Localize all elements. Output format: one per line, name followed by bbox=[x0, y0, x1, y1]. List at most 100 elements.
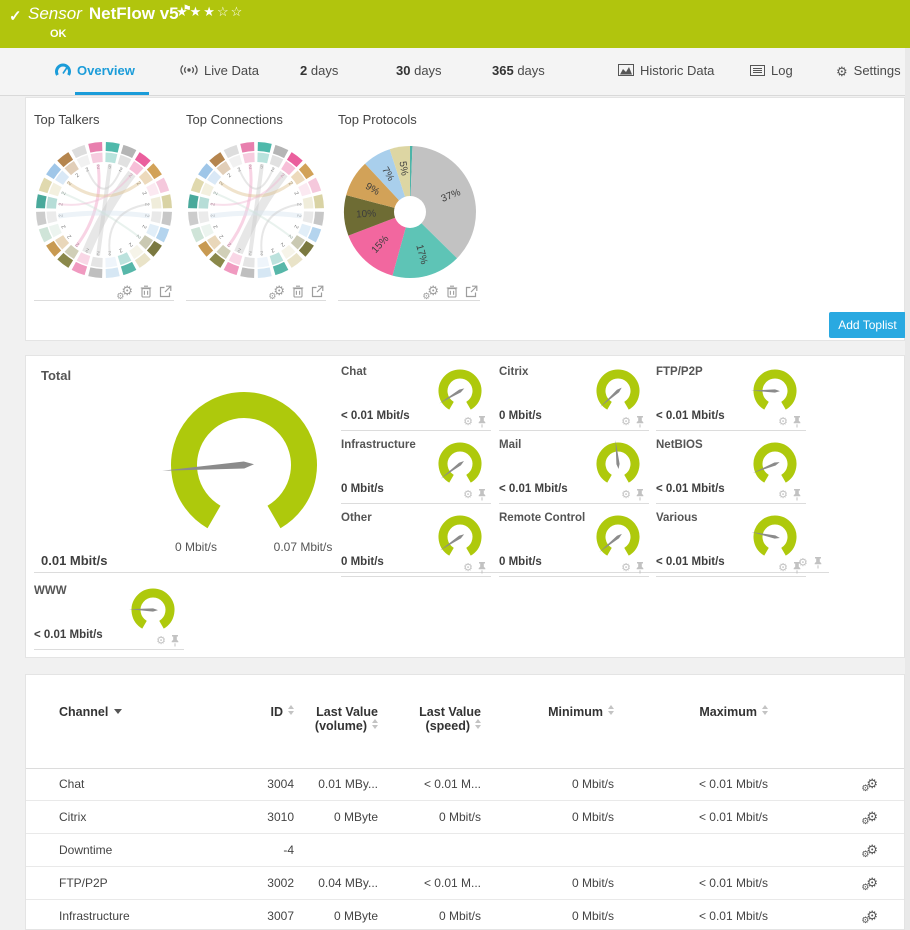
gauge-cell-other[interactable]: Other 0 Mbit/s ⚙ bbox=[341, 512, 491, 577]
column-header-last-value-volume[interactable]: Last Value (volume) bbox=[314, 705, 378, 733]
total-gauge[interactable] bbox=[149, 379, 339, 547]
channel-gauge[interactable] bbox=[746, 366, 804, 418]
toplist-settings-icon[interactable]: ⚙ ⚙ bbox=[268, 283, 285, 301]
svg-text:2: 2 bbox=[118, 167, 123, 174]
tab-overview[interactable]: Overview bbox=[55, 48, 135, 94]
toplist-settings-icon[interactable]: ⚙ ⚙ bbox=[116, 283, 133, 301]
gauge-cell-mail[interactable]: Mail < 0.01 Mbit/s ⚙ bbox=[499, 439, 649, 504]
table-row: Citrix 3010 0 MByte 0 Mbit/s 0 Mbit/s < … bbox=[26, 801, 904, 834]
external-link-icon[interactable] bbox=[311, 285, 324, 298]
toplist-top-protocols[interactable]: Top Protocols 37% 17% 15% 10% 9% 7% 5% ⚙ ⚙ bbox=[338, 112, 480, 304]
pin-icon[interactable] bbox=[635, 489, 645, 501]
cell-channel: Chat bbox=[59, 777, 85, 791]
pin-icon[interactable] bbox=[813, 557, 823, 569]
pin-icon[interactable] bbox=[477, 562, 487, 574]
channel-gauge[interactable] bbox=[589, 439, 647, 491]
pin-icon[interactable] bbox=[792, 489, 802, 501]
pin-icon[interactable] bbox=[635, 416, 645, 428]
gauge-settings-icon[interactable]: ⚙ bbox=[621, 561, 631, 574]
top-protocols-donut-chart[interactable]: 37% 17% 15% 10% 9% 7% 5% bbox=[338, 138, 484, 288]
column-header-maximum[interactable]: Maximum bbox=[614, 705, 768, 719]
gauge-settings-icon[interactable]: ⚙ bbox=[621, 488, 631, 501]
svg-text:2: 2 bbox=[237, 167, 242, 174]
trash-icon[interactable] bbox=[292, 285, 304, 298]
tab-historic-data[interactable]: Historic Data bbox=[618, 48, 714, 94]
column-header-minimum[interactable]: Minimum bbox=[481, 705, 614, 719]
tab-live-data[interactable]: Live Data bbox=[180, 48, 259, 94]
gauge-cell-chat[interactable]: Chat < 0.01 Mbit/s ⚙ bbox=[341, 366, 491, 431]
pin-icon[interactable] bbox=[635, 562, 645, 574]
channel-gauge[interactable] bbox=[589, 512, 647, 564]
trash-icon[interactable] bbox=[140, 285, 152, 298]
add-toplist-button[interactable]: Add Toplist bbox=[829, 312, 906, 338]
gauge-settings-icon[interactable]: ⚙ bbox=[778, 561, 788, 574]
channel-gauge-label: WWW bbox=[34, 585, 67, 597]
tab-365-days[interactable]: 365 days bbox=[492, 48, 545, 94]
gauge-cell-remote-control[interactable]: Remote Control 0 Mbit/s ⚙ bbox=[499, 512, 649, 577]
svg-text:2: 2 bbox=[279, 173, 285, 180]
channel-settings-icon[interactable]: ⚙ ⚙ bbox=[861, 908, 878, 925]
tab-settings[interactable]: ⚙ Settings bbox=[836, 48, 901, 94]
channel-gauge[interactable] bbox=[124, 585, 182, 637]
gauge-settings-icon[interactable]: ⚙ bbox=[778, 488, 788, 501]
channel-settings-icon[interactable]: ⚙ ⚙ bbox=[861, 809, 878, 826]
sensor-header: ✓ Sensor NetFlow v5 ⚑ ★★★☆☆ OK bbox=[0, 0, 910, 48]
pin-icon[interactable] bbox=[170, 635, 180, 647]
divider bbox=[656, 430, 806, 431]
svg-text:2: 2 bbox=[67, 233, 74, 239]
pin-icon[interactable] bbox=[792, 416, 802, 428]
gauge-settings-icon[interactable]: ⚙ bbox=[778, 415, 788, 428]
gauge-settings-icon[interactable]: ⚙ bbox=[621, 415, 631, 428]
svg-text:2: 2 bbox=[270, 167, 275, 174]
svg-text:2: 2 bbox=[85, 246, 90, 253]
gauge-settings-icon[interactable]: ⚙ bbox=[463, 415, 473, 428]
gauge-cell-infrastructure[interactable]: Infrastructure 0 Mbit/s ⚙ bbox=[341, 439, 491, 504]
pin-icon[interactable] bbox=[477, 416, 487, 428]
column-header-channel[interactable]: Channel bbox=[59, 705, 229, 719]
gauge-scale-min: 0 Mbit/s bbox=[174, 540, 217, 554]
tab-2-days[interactable]: 2 days bbox=[300, 48, 338, 94]
gauge-cell-ftp-p2p[interactable]: FTP/P2P < 0.01 Mbit/s ⚙ bbox=[656, 366, 806, 431]
gauge-settings-icon[interactable]: ⚙ bbox=[463, 488, 473, 501]
table-row: Infrastructure 3007 0 MByte 0 Mbit/s 0 M… bbox=[26, 900, 904, 930]
gauge-cell-various[interactable]: Various < 0.01 Mbit/s ⚙ bbox=[656, 512, 806, 577]
column-header-last-value-speed[interactable]: Last Value (speed) bbox=[419, 705, 481, 733]
channel-settings-icon[interactable]: ⚙ ⚙ bbox=[861, 776, 878, 793]
table-header: Channel ID Last Value (volume) Last Value… bbox=[26, 705, 904, 769]
trash-icon[interactable] bbox=[446, 285, 458, 298]
flag-icon[interactable]: ⚑ bbox=[182, 4, 192, 16]
channel-settings-icon[interactable]: ⚙ ⚙ bbox=[861, 842, 878, 859]
gauge-cell-citrix[interactable]: Citrix 0 Mbit/s ⚙ bbox=[499, 366, 649, 431]
svg-text:10%: 10% bbox=[356, 208, 377, 220]
toplist-settings-icon[interactable]: ⚙ ⚙ bbox=[422, 283, 439, 301]
pin-icon[interactable] bbox=[792, 562, 802, 574]
pin-icon[interactable] bbox=[477, 489, 487, 501]
channel-gauge[interactable] bbox=[746, 439, 804, 491]
channel-gauge[interactable] bbox=[589, 366, 647, 418]
tab-30-days[interactable]: 30 days bbox=[396, 48, 442, 94]
channel-gauge[interactable] bbox=[431, 366, 489, 418]
sort-icon bbox=[608, 705, 614, 715]
gauge-settings-icon[interactable]: ⚙ bbox=[798, 556, 808, 569]
tab-label: Settings bbox=[853, 63, 901, 78]
gauge-settings-icon[interactable]: ⚙ bbox=[463, 561, 473, 574]
scrollbar[interactable] bbox=[905, 48, 910, 930]
gauge-cell-www[interactable]: WWW < 0.01 Mbit/s ⚙ bbox=[34, 585, 184, 650]
channel-gauge[interactable] bbox=[746, 512, 804, 564]
channel-gauge[interactable] bbox=[431, 512, 489, 564]
external-link-icon[interactable] bbox=[159, 285, 172, 298]
channel-gauge[interactable] bbox=[431, 439, 489, 491]
gauge-cell-netbios[interactable]: NetBIOS < 0.01 Mbit/s ⚙ bbox=[656, 439, 806, 504]
channel-gauge-value: < 0.01 Mbit/s bbox=[34, 629, 103, 641]
external-link-icon[interactable] bbox=[465, 285, 478, 298]
gauge-settings-icon[interactable]: ⚙ bbox=[156, 634, 166, 647]
column-header-id[interactable]: ID bbox=[229, 705, 294, 719]
channel-settings-icon[interactable]: ⚙ ⚙ bbox=[861, 875, 878, 892]
tab-log[interactable]: Log bbox=[750, 48, 793, 94]
priority-stars[interactable]: ★★★☆☆ bbox=[176, 4, 245, 19]
